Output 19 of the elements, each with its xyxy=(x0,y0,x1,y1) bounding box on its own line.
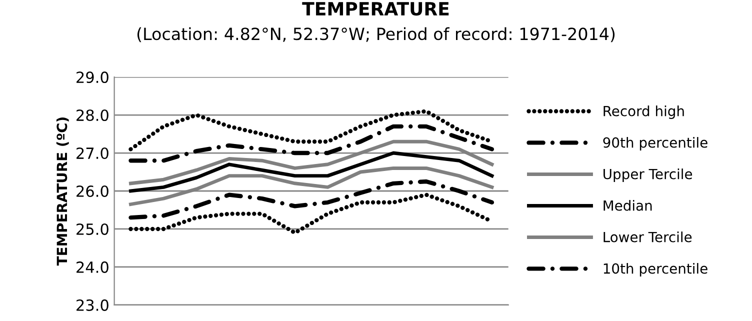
y-tick-label: 25.0 xyxy=(76,223,108,235)
legend-label: 90th percentile xyxy=(603,137,708,150)
legend-label: Lower Tercile xyxy=(604,232,692,242)
y-tick-label: 26.0 xyxy=(76,185,108,198)
line-series xyxy=(128,179,494,220)
legend-label: Record high xyxy=(604,106,684,119)
y-tick-label: 27.0 xyxy=(76,147,108,160)
legend-label: 10th percentile xyxy=(604,263,708,276)
chart-title: TEMPERATURE xyxy=(302,2,449,16)
y-tick-label: 28.0 xyxy=(76,109,108,122)
line-series xyxy=(128,124,494,163)
line-series xyxy=(128,151,494,193)
chart-subtitle: (Location: 4.82°N, 52.37°W; Period of record: 1971-2014) xyxy=(137,27,615,42)
legend-label: Median xyxy=(604,200,652,211)
y-tick-label: 29.0 xyxy=(76,72,108,84)
y-axis-title: TEMPERATURE (ºC) xyxy=(56,118,69,266)
y-tick-label: 23.0 xyxy=(76,299,108,311)
y-tick-label: 24.0 xyxy=(76,261,108,273)
legend-label: Upper Tercile xyxy=(604,168,692,182)
